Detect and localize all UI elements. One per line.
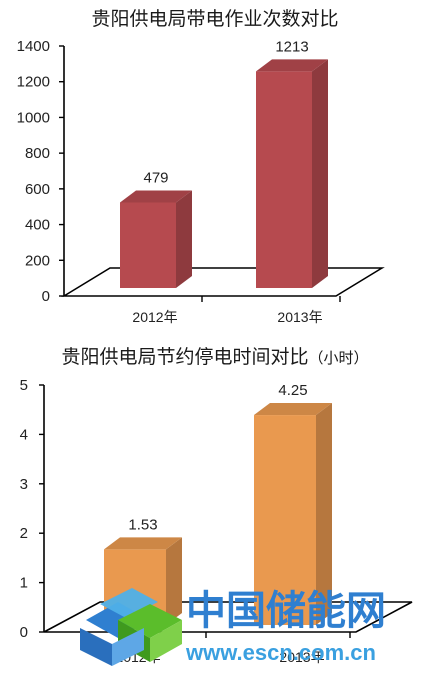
data-label: 4.25 (278, 382, 307, 399)
floor-plane (61, 267, 385, 297)
bar-top (254, 403, 332, 416)
bar-top (104, 537, 182, 550)
y-tick-label: 1400 (17, 38, 50, 55)
bar-front (254, 415, 316, 625)
chart1-group: 0 200 400 600 800 1000 1200 1400 479 2012年 1213 201… (17, 38, 385, 325)
x-category-label: 2012年 (115, 649, 160, 665)
chart2-plot: 0 1 2 3 4 5 1.53 2012年 4.25 2013年 (20, 377, 413, 665)
chart2-title: 贵阳供电局节约停电时间对比（小时） (0, 342, 430, 369)
chart1-plot: 0 200 400 600 800 1000 1200 1400 479 2012年 1213 201… (17, 38, 385, 325)
y-tick-label: 200 (25, 252, 50, 269)
bar-top (120, 190, 192, 203)
y-tick-label: 600 (25, 181, 50, 198)
y-tick-label: 0 (20, 624, 28, 641)
bar-side (316, 403, 332, 625)
y-tick-label: 3 (20, 476, 28, 493)
bar-side (166, 537, 182, 625)
data-label: 479 (143, 169, 168, 186)
y-tick-label: 1000 (17, 109, 50, 126)
bar-front (120, 202, 176, 288)
bar-top (256, 59, 328, 72)
chart2-unit: （小时） (308, 349, 369, 367)
bar-side (312, 59, 328, 289)
y-tick-label: 0 (42, 288, 50, 305)
y-tick-label: 1200 (17, 74, 50, 91)
floor-plane (43, 601, 413, 633)
bar-side (176, 190, 192, 288)
y-tick-label: 400 (25, 217, 50, 234)
y-tick-label: 4 (20, 426, 28, 443)
data-label: 1213 (275, 38, 308, 55)
bar-front (104, 549, 166, 625)
bar-front (256, 71, 312, 289)
y-tick-label: 800 (25, 145, 50, 162)
y-tick-label: 1 (20, 575, 28, 592)
x-category-label: 2013年 (279, 649, 324, 665)
x-category-label: 2013年 (277, 309, 322, 325)
chart2-title-text: 贵阳供电局节约停电时间对比 (61, 346, 309, 368)
y-tick-label: 5 (20, 377, 28, 394)
chart1-title: 贵阳供电局带电作业次数对比 (91, 8, 339, 30)
y-tick-label: 2 (20, 525, 28, 542)
data-label: 1.53 (128, 516, 157, 533)
x-category-label: 2012年 (132, 309, 177, 325)
chart2-group: 0 1 2 3 4 5 1.53 2012年 4.25 2013年 (20, 377, 413, 665)
